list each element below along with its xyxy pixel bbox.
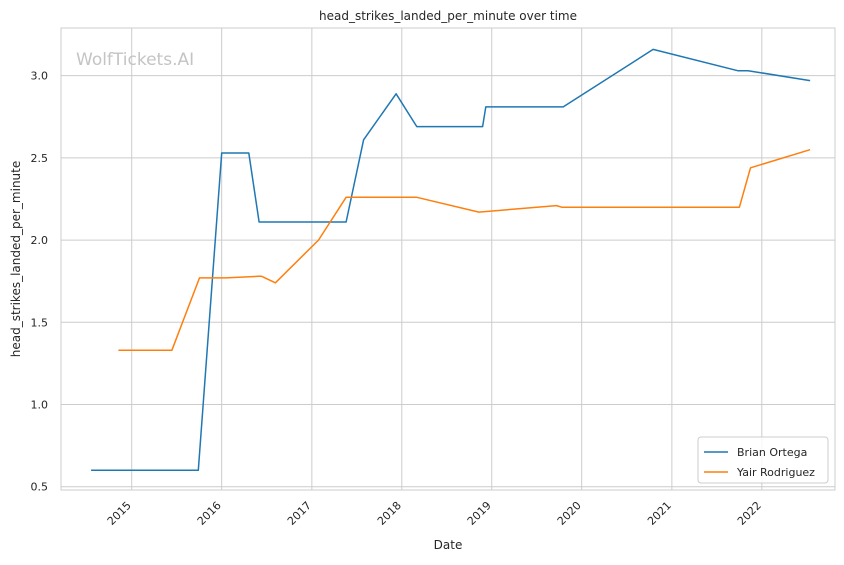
y-tick-labels: 0.5 1.0 1.5 2.0 2.5 3.0 [31, 70, 49, 494]
y-tick-label: 2.5 [31, 152, 49, 165]
x-axis-label: Date [434, 538, 463, 552]
y-tick-label: 0.5 [31, 481, 49, 494]
series-lines [91, 48, 811, 472]
y-tick-label: 2.0 [31, 234, 49, 247]
y-tick-label: 1.0 [31, 399, 49, 412]
series-line-brian-ortega [91, 48, 811, 472]
legend: Brian Ortega Yair Rodriguez [697, 436, 829, 484]
chart-title: head_strikes_landed_per_minute over time [319, 9, 577, 23]
legend-box [697, 436, 829, 484]
legend-label-yair-rodriguez: Yair Rodriguez [736, 466, 815, 479]
y-tick-label: 3.0 [31, 70, 49, 83]
watermark: WolfTickets.AI [76, 50, 194, 70]
legend-label-brian-ortega: Brian Ortega [737, 446, 807, 459]
plot-frame [60, 27, 836, 491]
series-line-yair-rodriguez [118, 148, 811, 351]
y-tick-label: 1.5 [31, 316, 49, 329]
y-axis-label: head_strikes_landed_per_minute [9, 161, 23, 358]
grid [61, 28, 835, 490]
